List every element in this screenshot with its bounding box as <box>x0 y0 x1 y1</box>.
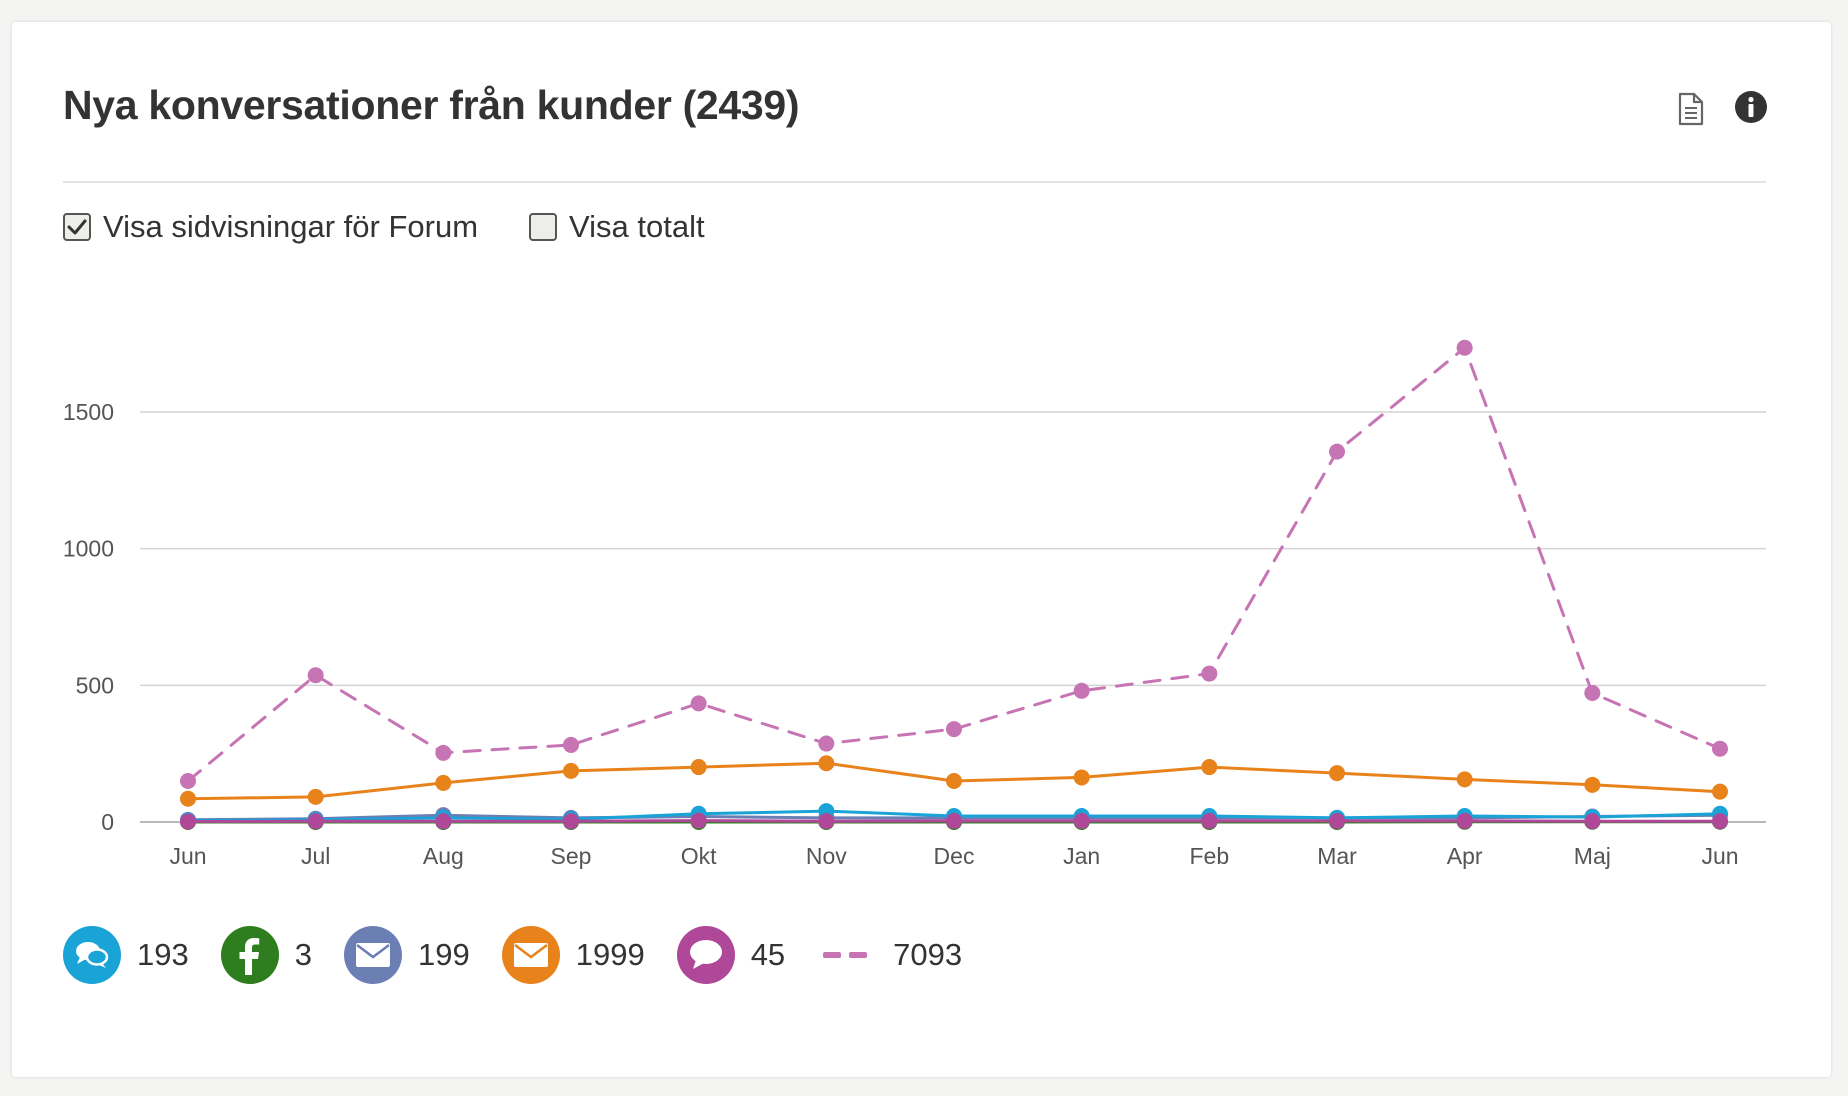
data-point-contact <box>1456 771 1473 788</box>
data-point-contact <box>180 790 196 807</box>
legend-item-email[interactable]: 199 <box>343 926 470 984</box>
toggle-label: Visa totalt <box>569 209 705 244</box>
data-point-contact <box>818 755 835 772</box>
data-point-contact <box>1329 765 1345 782</box>
speech-bubble-icon <box>676 926 735 984</box>
chart-legend: 193 3 199 1999 <box>63 925 994 985</box>
data-point-messages <box>690 812 707 829</box>
data-point-messages <box>818 813 835 830</box>
envelope-icon <box>343 926 402 984</box>
x-tick-label: Aug <box>423 843 464 869</box>
data-point-messages <box>1329 812 1345 829</box>
envelope-icon <box>501 926 560 984</box>
data-point-forum <box>1329 443 1345 460</box>
legend-value: 199 <box>417 937 470 972</box>
toggle-label: Visa sidvisningar för Forum <box>103 209 479 244</box>
data-point-contact <box>1073 769 1090 786</box>
data-point-forum <box>1584 684 1601 701</box>
y-tick-label: 0 <box>101 809 114 835</box>
x-tick-label: Mar <box>1317 843 1357 869</box>
data-point-forum <box>563 736 579 753</box>
chart-title: Nya konversationer från kunder (2439) <box>63 82 800 128</box>
data-point-contact <box>435 774 452 791</box>
data-point-messages <box>1584 813 1601 830</box>
data-point-forum <box>1201 665 1218 682</box>
legend-item-messages[interactable]: 45 <box>676 926 786 984</box>
data-point-forum <box>1712 740 1728 757</box>
data-point-messages <box>946 812 962 829</box>
info-icon[interactable] <box>1734 90 1768 124</box>
facebook-icon <box>220 926 279 984</box>
chart-card <box>12 22 1831 1077</box>
data-point-messages <box>1712 813 1728 830</box>
data-point-messages <box>1073 812 1090 829</box>
series-line-forum <box>186 346 1722 783</box>
data-point-contact <box>307 788 324 805</box>
legend-value: 3 <box>294 937 312 972</box>
legend-item-contact-form[interactable]: 1999 <box>501 926 645 984</box>
chat-bubbles-icon <box>63 926 121 984</box>
x-tick-label: Maj <box>1574 843 1611 869</box>
legend-item-forum[interactable]: 7093 <box>817 937 962 973</box>
x-tick-label: Sep <box>551 843 592 869</box>
data-point-forum <box>435 744 452 761</box>
x-tick-label: Apr <box>1447 843 1483 869</box>
data-point-forum <box>307 667 324 684</box>
line-chart: 0 500 1000 1500 Jun Jul Aug Sep Okt Nov Dec Jan Feb M… <box>63 339 1766 869</box>
legend-value: 7093 <box>893 937 963 972</box>
x-tick-label: Dec <box>934 843 975 869</box>
legend-value: 45 <box>750 937 786 972</box>
data-point-contact <box>1712 783 1728 800</box>
legend-value: 193 <box>137 937 189 972</box>
header-divider <box>63 181 1766 183</box>
data-point-contact <box>1201 759 1218 776</box>
x-tick-label: Jun <box>1701 843 1738 869</box>
y-tick-label: 1500 <box>63 399 114 425</box>
x-tick-label: Jun <box>169 843 206 869</box>
data-point-forum <box>1073 682 1090 699</box>
data-point-contact <box>563 762 579 779</box>
y-tick-label: 500 <box>76 672 114 698</box>
checkbox-checked[interactable] <box>63 213 91 241</box>
data-point-messages <box>1201 812 1218 829</box>
data-point-messages <box>307 813 324 830</box>
document-icon[interactable] <box>1676 91 1706 127</box>
legend-value: 1999 <box>575 937 645 972</box>
data-point-forum <box>946 721 962 738</box>
dashed-line-icon <box>823 952 868 958</box>
data-point-forum <box>180 773 196 789</box>
legend-item-facebook[interactable]: 3 <box>220 926 312 984</box>
x-tick-label: Okt <box>681 843 717 869</box>
data-point-messages <box>563 813 579 830</box>
x-tick-label: Jul <box>301 843 330 869</box>
y-tick-label: 1000 <box>63 536 114 562</box>
data-point-messages <box>1456 812 1473 829</box>
x-tick-label: Jan <box>1063 843 1100 869</box>
data-point-forum <box>1456 339 1473 356</box>
checkbox-unchecked[interactable] <box>529 213 557 241</box>
data-point-messages <box>435 813 452 830</box>
x-tick-label: Nov <box>806 843 847 869</box>
forum-pageviews-toggle[interactable]: Visa sidvisningar för Forum <box>63 209 479 244</box>
data-point-contact <box>1584 776 1601 793</box>
show-total-toggle[interactable]: Visa totalt <box>529 209 705 244</box>
legend-item-chat[interactable]: 193 <box>63 926 189 984</box>
data-point-messages <box>180 813 196 830</box>
data-point-forum <box>690 695 707 712</box>
x-tick-label: Feb <box>1190 843 1230 869</box>
data-point-forum <box>818 735 835 752</box>
data-point-contact <box>690 759 707 776</box>
data-point-contact <box>946 773 962 789</box>
